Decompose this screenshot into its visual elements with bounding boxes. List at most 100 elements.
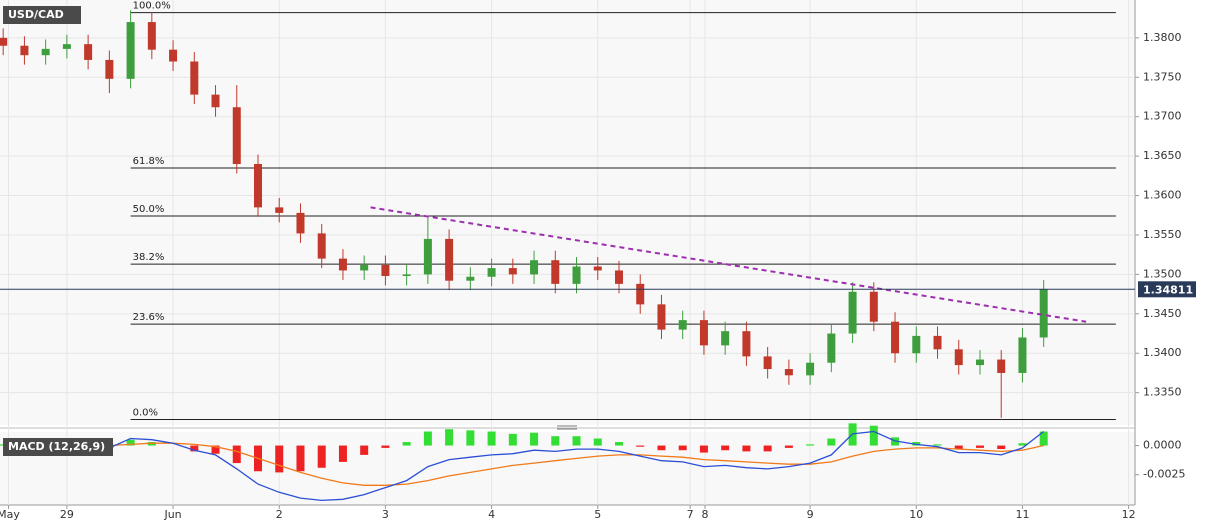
macd-label: MACD (12,26,9): [8, 440, 105, 453]
y-tick-label: 1.3350: [1143, 386, 1182, 399]
x-tick-label: 2: [276, 508, 283, 521]
fib-label: 23.6%: [133, 312, 165, 323]
macd-histogram-bar: [232, 445, 241, 464]
macd-histogram-bar: [1039, 431, 1048, 446]
x-tick-label: 8: [701, 508, 708, 521]
macd-histogram-bar: [211, 445, 220, 454]
candle-body: [1039, 289, 1048, 338]
macd-histogram-bar: [997, 445, 1006, 450]
x-tick-label: 9: [807, 508, 814, 521]
candle-body: [381, 264, 390, 276]
macd-histogram-bar: [742, 445, 751, 452]
candle-body: [806, 362, 815, 376]
candle-body: [530, 260, 539, 275]
candle-body: [657, 304, 666, 330]
macd-histogram-bar: [402, 442, 411, 446]
candle-body: [360, 264, 369, 271]
macd-histogram-bar: [338, 445, 347, 462]
macd-histogram-bar: [487, 431, 496, 446]
candle-body: [891, 321, 900, 354]
candle-body: [508, 268, 517, 275]
candle-body: [848, 291, 857, 334]
y-tick-label: 1.3800: [1143, 31, 1182, 44]
candle-body: [296, 212, 305, 234]
macd-histogram-bar: [551, 436, 560, 446]
macd-histogram-bar: [954, 445, 963, 450]
macd-histogram-bar: [360, 445, 369, 455]
symbol-label: USD/CAD: [8, 8, 64, 21]
fib-label: 100.0%: [133, 1, 171, 12]
macd-histogram-bar: [763, 445, 772, 452]
candle-body: [317, 233, 326, 259]
resize-handle[interactable]: [557, 425, 577, 430]
macd-histogram-bar: [933, 444, 942, 446]
candle-body: [614, 270, 623, 284]
candle-body: [763, 356, 772, 370]
candle-body: [572, 266, 581, 284]
candle-body: [933, 335, 942, 350]
candle-body: [423, 238, 432, 275]
candle-body: [84, 44, 93, 60]
y-tick-label: 1.3550: [1143, 228, 1182, 241]
macd-histogram-bar: [721, 445, 730, 451]
candle-body: [912, 335, 921, 354]
candle-body: [232, 107, 241, 165]
macd-histogram-bar: [657, 445, 666, 451]
macd-histogram-bar: [466, 430, 475, 446]
x-tick-label: 5: [594, 508, 601, 521]
macd-histogram-bar: [975, 445, 984, 448]
macd-histogram-bar: [614, 442, 623, 446]
macd-histogram-bar: [572, 436, 581, 446]
candle-body: [869, 291, 878, 322]
y-tick-label: 1.3700: [1143, 110, 1182, 123]
candle-body: [41, 48, 50, 56]
candle-body: [126, 22, 135, 79]
candle-body: [678, 320, 687, 330]
macd-histogram-bar: [381, 445, 390, 448]
macd-box: [3, 438, 113, 456]
macd-histogram-bar: [530, 432, 539, 446]
macd-histogram-bar: [636, 445, 645, 447]
y-tick-label: 1.3450: [1143, 307, 1182, 320]
candle-body: [997, 359, 1006, 373]
trend-line: [370, 206, 1087, 323]
candle-body: [551, 260, 560, 284]
candle-body: [975, 359, 984, 366]
candle-body: [20, 45, 29, 56]
candle-body: [1018, 337, 1027, 373]
macd-histogram-bar: [508, 433, 517, 446]
candle-body: [211, 94, 220, 108]
candle-body: [466, 276, 475, 281]
candle-body: [169, 49, 178, 62]
macd-histogram-bar: [190, 445, 199, 452]
macd-histogram-bar: [869, 425, 878, 446]
macd-histogram-bar: [317, 445, 326, 468]
y-tick-label: 1.3650: [1143, 149, 1182, 162]
macd-histogram-bar: [593, 438, 602, 446]
y-tick-label: 1.3600: [1143, 189, 1182, 202]
macd-macd-line: [3, 430, 1045, 502]
macd-histogram-bar: [1018, 443, 1027, 446]
candle-body: [147, 22, 156, 50]
x-tick-label: 3: [382, 508, 389, 521]
candle-body: [827, 333, 836, 363]
x-tick-label: 10: [909, 508, 923, 521]
x-tick-label: 7: [687, 508, 694, 521]
candle-body: [721, 331, 730, 346]
x-tick-label: May: [0, 508, 20, 521]
price-panel: [0, 0, 1135, 425]
candle-body: [593, 266, 602, 271]
macd-histogram-bar: [275, 445, 284, 473]
macd-histogram-bar: [296, 445, 305, 472]
x-tick-label: Jun: [163, 508, 181, 521]
macd-histogram-bar: [423, 431, 432, 446]
y-tick-label: -0.0025: [1143, 468, 1185, 481]
last-price-label: 1.34811: [1143, 283, 1193, 296]
fib-label: 50.0%: [133, 204, 165, 215]
candle-body: [636, 283, 645, 305]
fib-label: 61.8%: [133, 156, 165, 167]
fib-label: 38.2%: [133, 252, 165, 263]
candle-body: [402, 274, 411, 276]
candle-body: [338, 258, 347, 271]
